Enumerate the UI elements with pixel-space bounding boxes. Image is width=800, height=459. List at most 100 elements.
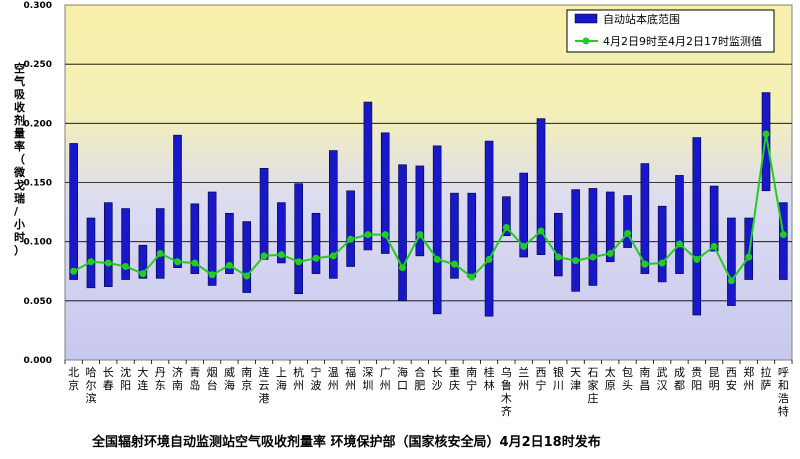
x-tick-label: 阳 [691,379,702,392]
x-tick-label: 波 [310,379,321,392]
y-tick-label: 0.300 [24,1,52,11]
x-tick-label: 桂 [484,365,495,379]
x-tick-label: 庆 [449,378,460,392]
range-bar [640,163,650,274]
range-bar [415,165,425,257]
x-tick-label: 家 [587,378,598,392]
range-bar [225,212,234,274]
range-bar [467,192,477,278]
range-bar [588,188,598,286]
range-bar [623,195,632,248]
y-tick-label: 0.200 [24,119,52,129]
range-bar [328,150,338,279]
measurement-point [589,253,597,261]
range-bar [103,202,113,287]
x-tick-label: 春 [103,379,114,392]
x-tick-label: 青 [189,366,200,379]
range-bar [398,164,407,302]
x-tick-label: 温 [328,366,339,379]
y-tick-label: 0.000 [24,356,52,366]
range-bar [69,143,78,280]
measurement-point [347,235,355,243]
measurement-point [312,254,320,262]
range-bar [744,217,754,280]
x-tick-label: 都 [674,379,685,392]
chart-title: 全国辐射环境自动监测站空气吸收剂量率 环境保护部（国家核安全局）4月2日18时发… [91,434,601,450]
range-bar [554,212,563,277]
measurement-point [139,270,147,278]
x-tick-label: 庄 [587,391,598,405]
x-tick-label: 连 [137,379,148,392]
x-tick-label: 津 [570,379,581,392]
x-tick-label: 重 [449,365,460,379]
x-tick-label: 长 [432,366,443,379]
x-tick-label: 沈 [120,365,131,379]
measurement-point [450,260,458,268]
x-tick-label: 郑 [743,365,754,379]
measurement-point [295,258,303,266]
legend: 自动站本底范围 4月2日9时至4月2日17时监测值 [566,9,775,53]
measurement-point [485,255,493,263]
measurement-point [416,231,424,239]
range-bar [519,172,529,258]
x-tick-label: 天 [570,366,581,379]
measurement-point [243,272,251,280]
measurement-point [727,277,735,285]
x-tick-label: 京 [241,378,252,392]
x-tick-label: 原 [605,379,616,392]
x-tick-label: 沙 [432,379,443,392]
x-tick-label: 头 [622,379,633,392]
x-tick-label: 西 [536,366,547,379]
measurement-point [277,251,285,259]
x-tick-label: 肥 [414,379,425,392]
range-bar [190,203,200,274]
x-tick-label: 阳 [120,379,131,392]
x-tick-label: 拉 [761,365,772,379]
x-tick-label: 川 [553,379,564,392]
range-bar [155,208,165,279]
x-tick-label: 滨 [85,391,96,405]
range-bar [450,192,459,279]
x-tick-label: 烟 [207,365,218,379]
x-tick-label: 宁 [466,378,477,392]
y-tick-label: 0.250 [24,60,52,70]
range-bar [484,140,494,317]
measurement-point [399,264,407,272]
x-tick-label: 州 [328,379,339,392]
x-tick-label: 宁 [536,378,547,392]
range-bar [761,92,771,192]
measurement-point [381,231,389,239]
legend-box [566,9,775,53]
x-tick-label: 连 [259,366,270,379]
x-tick-label: 南 [639,366,650,379]
x-tick-label: 海 [276,378,287,392]
measurement-point [433,255,441,263]
x-tick-label: 包 [622,366,633,379]
range-bar [709,185,719,252]
measurement-point [658,259,666,267]
x-tick-label: 州 [293,379,304,392]
x-tick-label: 明 [709,379,720,392]
x-tick-label: 银 [553,365,564,379]
range-bar [571,189,580,292]
measurement-point [745,253,753,261]
measurement-point [156,250,164,257]
x-tick-label: 南 [172,379,183,392]
x-tick-label: 福 [345,365,356,379]
x-tick-label: 大 [137,365,148,379]
measurement-point [537,227,545,235]
x-tick-label: 京 [68,378,79,392]
x-tick-label: 杭 [293,365,304,379]
measurement-point [225,261,233,269]
range-bar [86,217,96,289]
legend-bar-swatch [574,13,598,24]
range-bar [779,202,788,280]
range-bar [675,175,684,274]
x-tick-label: 安 [726,378,737,392]
x-tick-label: 圳 [362,379,373,392]
measurement-point [554,253,562,261]
measurement-point [762,130,770,138]
x-tick-label: 浩 [778,392,789,405]
x-tick-label: 广 [380,366,391,379]
measurement-point [208,271,216,279]
